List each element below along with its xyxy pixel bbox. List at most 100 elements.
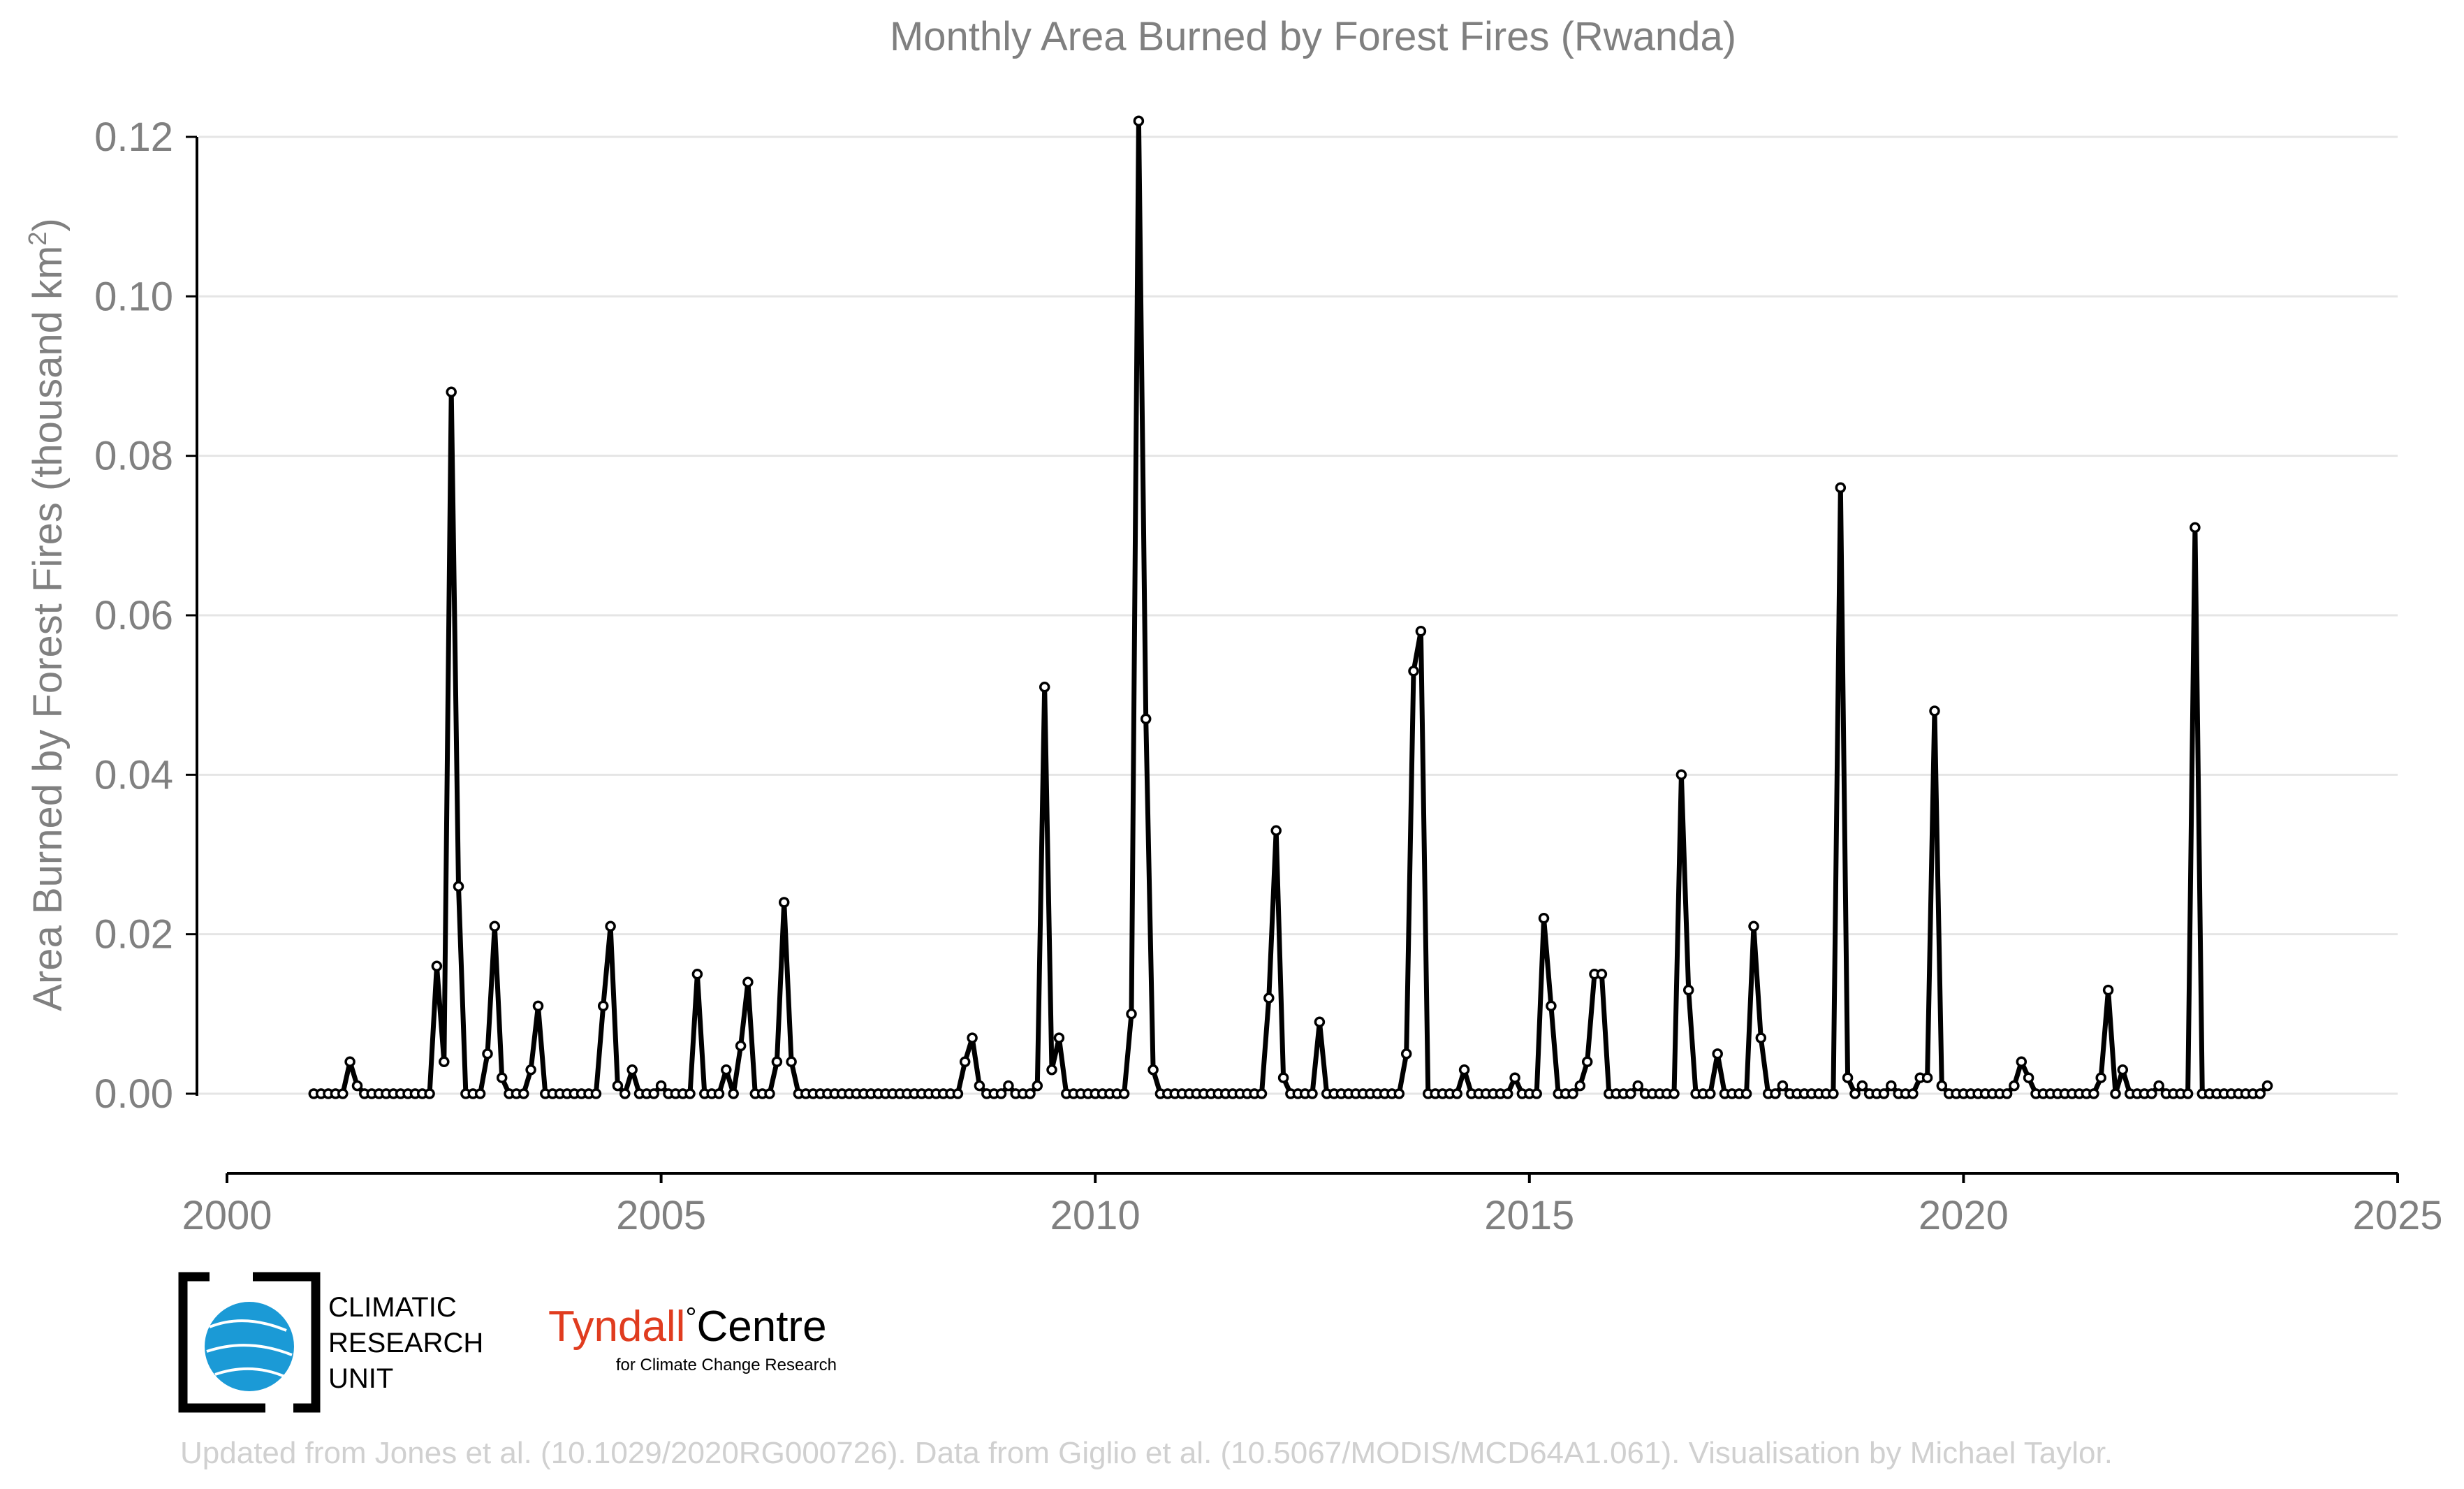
data-point	[605, 920, 616, 932]
data-point	[1740, 1088, 1752, 1099]
data-points	[308, 115, 2273, 1099]
data-point	[1003, 1080, 1014, 1092]
data-point	[1770, 1088, 1781, 1099]
x-tick-label-5: 2025	[2352, 1193, 2442, 1238]
data-point	[2088, 1088, 2099, 1099]
tyndall-logo-subtitle: for Climate Change Research	[616, 1356, 837, 1374]
data-point	[1147, 1064, 1159, 1076]
y-tick-label-1: 0.02	[94, 912, 173, 958]
data-point	[1032, 1080, 1043, 1092]
data-point	[2190, 522, 2201, 534]
data-point	[597, 1000, 609, 1012]
data-point	[351, 1080, 363, 1092]
data-point	[735, 1040, 747, 1052]
data-point	[424, 1088, 435, 1099]
data-point	[1458, 1064, 1470, 1076]
y-tick-label-2: 0.04	[94, 752, 173, 798]
globe-contour-2	[206, 1344, 293, 1356]
data-point	[1546, 1000, 1557, 1012]
data-point	[684, 1088, 696, 1099]
data-point	[619, 1088, 631, 1099]
x-tick-label-3: 2015	[1484, 1193, 1574, 1238]
data-point	[742, 976, 754, 988]
data-point	[1748, 920, 1759, 932]
data-point	[1856, 1080, 1868, 1092]
data-point	[532, 1000, 544, 1012]
data-point	[728, 1088, 739, 1099]
data-point	[786, 1056, 797, 1068]
y-axis-label-main: Area Burned by Forest Fires (thousand km	[25, 246, 71, 1011]
data-point	[1682, 984, 1694, 996]
data-point	[655, 1080, 667, 1092]
data-point	[995, 1088, 1007, 1099]
data-point	[1415, 626, 1427, 637]
data-point	[967, 1032, 978, 1043]
data-point	[1625, 1088, 1636, 1099]
cru-logo: CLIMATIC RESEARCH UNIT	[178, 1272, 483, 1413]
data-point	[1025, 1088, 1036, 1099]
y-axis-label-end: )	[25, 218, 71, 231]
data-point	[1263, 992, 1275, 1004]
globe-contour-3	[214, 1367, 287, 1379]
data-point	[1538, 913, 1550, 924]
data-point	[1307, 1088, 1318, 1099]
data-point	[1675, 769, 1687, 781]
data-point	[1314, 1016, 1326, 1028]
data-point	[474, 1088, 486, 1099]
data-point	[337, 1088, 349, 1099]
cru-logo-frame	[178, 1272, 265, 1413]
data-point	[2102, 984, 2114, 996]
data-point	[691, 969, 703, 980]
data-point	[1842, 1072, 1854, 1083]
grid-lines	[199, 135, 2398, 1095]
data-point	[482, 1048, 493, 1059]
data-point	[1929, 705, 1940, 717]
y-tick-label-0: 0.00	[94, 1071, 173, 1117]
cru-logo-frame-right	[253, 1272, 321, 1413]
data-point	[2023, 1072, 2034, 1083]
cru-logo-line-2: RESEARCH	[328, 1328, 483, 1358]
data-point	[1502, 1088, 1513, 1099]
data-point	[431, 960, 443, 972]
cru-logo-line-1: CLIMATIC	[328, 1292, 457, 1323]
data-point	[2182, 1088, 2194, 1099]
y-tick-label-3: 0.06	[94, 593, 173, 638]
data-point	[518, 1088, 529, 1099]
data-point	[2153, 1080, 2164, 1092]
data-point	[2117, 1064, 2129, 1076]
x-tick-label-0: 2000	[182, 1193, 272, 1238]
data-point	[1777, 1080, 1789, 1092]
tyndall-logo-name: Tyndall	[548, 1303, 685, 1351]
data-point	[1574, 1080, 1586, 1092]
data-point	[1053, 1032, 1065, 1043]
data-point	[764, 1088, 775, 1099]
data-point	[446, 386, 457, 398]
data-point	[1936, 1080, 1948, 1092]
data-point	[1712, 1048, 1723, 1059]
data-point	[713, 1088, 725, 1099]
data-point	[1581, 1056, 1593, 1068]
data-point	[1921, 1072, 1933, 1083]
data-point	[648, 1088, 659, 1099]
data-point	[1828, 1088, 1839, 1099]
data-point	[1140, 713, 1152, 725]
data-point	[489, 920, 501, 932]
data-point	[439, 1056, 450, 1068]
data-point	[1393, 1088, 1405, 1099]
data-point	[1039, 682, 1050, 693]
data-point	[1509, 1072, 1520, 1083]
data-point	[1907, 1088, 1919, 1099]
data-point	[590, 1088, 602, 1099]
data-point	[1126, 1008, 1137, 1020]
data-point	[1886, 1080, 1897, 1092]
data-point	[626, 1064, 638, 1076]
y-axis-label-superscript: 2	[23, 232, 52, 246]
tyndall-logo-degree: °	[685, 1303, 696, 1333]
data-point	[1408, 666, 1419, 677]
data-point	[1451, 1088, 1462, 1099]
data-point	[2261, 1080, 2273, 1092]
data-point	[1256, 1088, 1268, 1099]
data-point	[778, 897, 790, 908]
data-point	[952, 1088, 964, 1099]
